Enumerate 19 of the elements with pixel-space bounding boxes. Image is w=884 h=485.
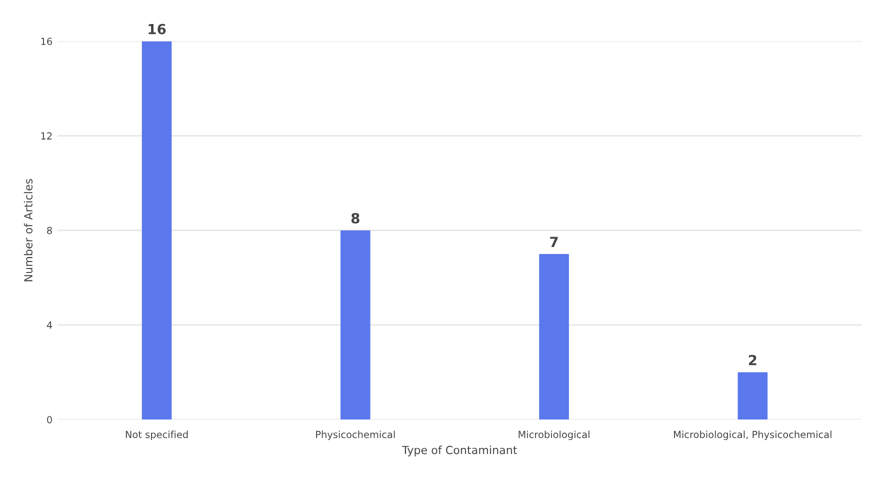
x-axis-title: Type of Contaminant [402,446,518,456]
x-tick-label: Physicochemical [316,430,395,440]
x-tick-label: Microbiological [518,430,590,440]
y-tick-label: 8 [47,226,52,234]
bar [738,372,768,420]
data-label: 7 [550,236,558,247]
y-tick-label: 16 [41,38,52,46]
y-tick-label: 0 [47,416,52,424]
bar [340,230,370,420]
bar [142,41,172,420]
y-tick-label: 12 [41,132,52,140]
bar [539,254,569,420]
x-tick-label: Microbiological, Physicochemical [674,430,832,440]
data-label: 8 [351,213,360,224]
y-tick-label: 4 [46,322,52,329]
y-axis-title: Number of Articles [24,178,33,282]
data-label: 2 [748,354,756,366]
data-label: 16 [148,24,166,34]
x-tick-label: Not specified [126,430,188,440]
